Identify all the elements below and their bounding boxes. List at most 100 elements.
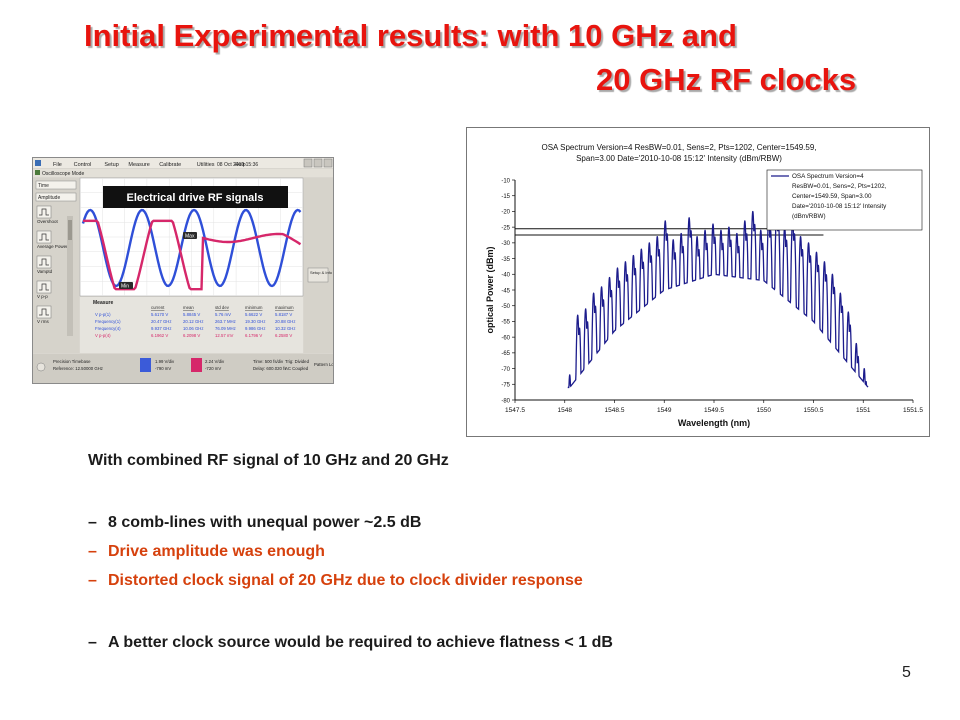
scope-measure-btn-6[interactable] xyxy=(36,305,52,319)
x-tick-label: 1551 xyxy=(856,407,871,414)
y-tick-label: -55 xyxy=(501,320,510,326)
intro-text: With combined RF signal of 10 GHz and 20… xyxy=(88,452,449,469)
scope-measure-btn-2[interactable] xyxy=(36,205,52,219)
scope-measure-label: Measure xyxy=(93,300,114,306)
scope-measure-btn-3[interactable] xyxy=(36,230,52,244)
meas-cell: 20.88 GHz xyxy=(275,319,296,324)
spectrum-peak-point xyxy=(760,229,762,231)
scope-mode-label: Oscilloscope Mode xyxy=(42,171,84,177)
meas-cell: 76.09 MHz xyxy=(215,326,236,331)
chart-peak-points xyxy=(569,210,865,376)
scope-status-text: AC Coupled xyxy=(285,366,309,371)
scope-measure-btn-4[interactable] xyxy=(36,255,52,269)
scope-maximize-button xyxy=(313,158,323,168)
meas-cell: 9.986 GHz xyxy=(245,326,266,331)
bullet-text: Drive amplitude was enough xyxy=(108,543,325,560)
timebase-icon[interactable] xyxy=(36,362,46,372)
spectrum-peak-point xyxy=(656,235,658,238)
spectrum-peak-point xyxy=(600,286,603,288)
pulse-icon xyxy=(39,258,49,266)
spectrum-peak-point xyxy=(640,248,642,250)
spectrum-peak-point xyxy=(608,276,611,279)
scope-measure-btn-5[interactable] xyxy=(36,280,52,294)
scope-status-text: Trig: Divided xyxy=(285,359,310,364)
scope-status-text: Time: 500 fs/div xyxy=(253,359,284,364)
scope-min-marker-label: Min xyxy=(121,284,129,290)
scope-measure-btn-label: Vamptd xyxy=(37,269,53,274)
scope-time-dropdown xyxy=(35,180,77,190)
x-tick-label: 1549 xyxy=(657,407,672,414)
scope-mode-row xyxy=(33,169,333,177)
y-tick-label: -45 xyxy=(501,288,510,294)
scope-max-marker-label: Max xyxy=(185,234,195,240)
oscilloscope-screenshot: File Control Setup Measure Calibrate Utilitie… xyxy=(32,157,334,384)
x-tick-label: 1548.5 xyxy=(605,407,625,414)
legend-text: Date='2010-10-08 15:12' Intensity xyxy=(792,203,887,210)
page-number: 5 xyxy=(902,664,911,681)
spectrum-peak-point xyxy=(664,220,666,222)
scope-minimize-button xyxy=(303,158,313,168)
y-tick-label: -60 xyxy=(501,335,510,341)
x-tick-label: 1549.5 xyxy=(704,407,724,414)
meas-cell: 20.12 GHz xyxy=(183,319,204,324)
scope-measure-btn-label: V rms xyxy=(37,319,49,324)
meas-header: mean xyxy=(183,305,194,310)
osa-chart-svg: OSA Spectrum Version=4 ResBW=0.01, Sens=… xyxy=(485,143,923,428)
spectrum-peak-point xyxy=(648,242,650,244)
spectrum-peak-point xyxy=(624,261,627,263)
scope-status-bar xyxy=(33,354,333,383)
scope-min-marker xyxy=(119,282,133,289)
scope-menu-help[interactable]: Help xyxy=(234,162,245,168)
bullet-text: A better clock source would be required … xyxy=(108,634,613,651)
scope-menu-items: File Control Setup Measure Calibrate Utilitie… xyxy=(53,162,246,168)
meas-header: maximum xyxy=(275,305,294,310)
chart-title-line-1: OSA Spectrum Version=4 ResBW=0.01, Sens=… xyxy=(541,143,816,152)
chart-legend: OSA Spectrum Version=4 ResBW=0.01, Sens=2… xyxy=(766,169,923,231)
scope-status-text: Delay: 600.020 fs xyxy=(253,366,286,371)
channel-4-indicator xyxy=(191,358,202,372)
meas-header: std dev xyxy=(215,305,230,310)
scope-measure-btn-label: Average Power xyxy=(37,244,68,249)
spectrum-peak-point xyxy=(728,226,730,228)
scope-menu-file[interactable]: File xyxy=(53,162,62,168)
scope-measure-btn-label: Overshoot xyxy=(37,219,59,224)
pulse-icon xyxy=(39,283,49,291)
scope-menu-calibrate[interactable]: Calibrate xyxy=(159,162,181,168)
spectrum-peak-point xyxy=(712,223,714,225)
spectrum-peak-point xyxy=(616,267,619,269)
bullet-item: – Distorted clock signal of 20 GHz due to… xyxy=(88,572,583,590)
spectrum-peak-point xyxy=(672,239,674,241)
scope-status-text: -790 mV xyxy=(155,366,171,371)
x-tick-label: 1547.5 xyxy=(505,407,525,414)
y-tick-label: -20 xyxy=(501,210,510,216)
meas-header: current xyxy=(151,305,165,310)
bullet-dash: – xyxy=(88,634,97,651)
legend-box xyxy=(766,169,923,231)
oscilloscope-drawing: File Control Setup Measure Calibrate Utilitie… xyxy=(33,158,333,383)
spectrum-peak-point xyxy=(688,217,690,219)
scope-menu-utilities[interactable]: Utilities xyxy=(197,162,215,168)
scope-status-text: Reference: 12.50000 GHz xyxy=(53,366,103,371)
scope-trace-10ghz xyxy=(83,219,302,291)
meas-cell: 5.76 mV xyxy=(215,312,231,317)
pulse-icon xyxy=(39,308,49,316)
y-tick-label: -80 xyxy=(501,398,510,404)
scope-measure-buttons: Overshoot Average Power Vamptd V p-p V rms xyxy=(36,205,68,324)
spectrum-peak-point xyxy=(807,242,810,244)
slide-title-line-1: Initial Experimental results: with 10 GH… xyxy=(84,18,737,53)
scope-overlay-label: Electrical drive RF signals xyxy=(127,192,264,204)
spectrum-peak-point xyxy=(799,235,802,238)
y-tick-label: -15 xyxy=(501,194,510,200)
bullet-item: – Drive amplitude was enough xyxy=(88,543,325,561)
y-tick-label: -40 xyxy=(501,273,510,279)
scope-menu-control[interactable]: Control xyxy=(74,162,92,168)
x-tick-label: 1548 xyxy=(558,407,573,414)
slide-title-line-2: 20 GHz RF clocks xyxy=(596,62,857,97)
scope-menu-measure[interactable]: Measure xyxy=(128,162,149,168)
scope-menu-bar xyxy=(33,158,333,168)
legend-text: OSA Spectrum Version=4 xyxy=(792,173,864,180)
chart-ticks: -10 -15 -20 -25 -30 -35 -40 -45 -50 -55 -60 -65 -70 -… xyxy=(501,178,923,414)
meas-cell: 6.1796 V xyxy=(245,333,262,338)
spectrum-peak-point xyxy=(744,220,746,222)
scope-menu-setup[interactable]: Setup xyxy=(104,162,118,168)
